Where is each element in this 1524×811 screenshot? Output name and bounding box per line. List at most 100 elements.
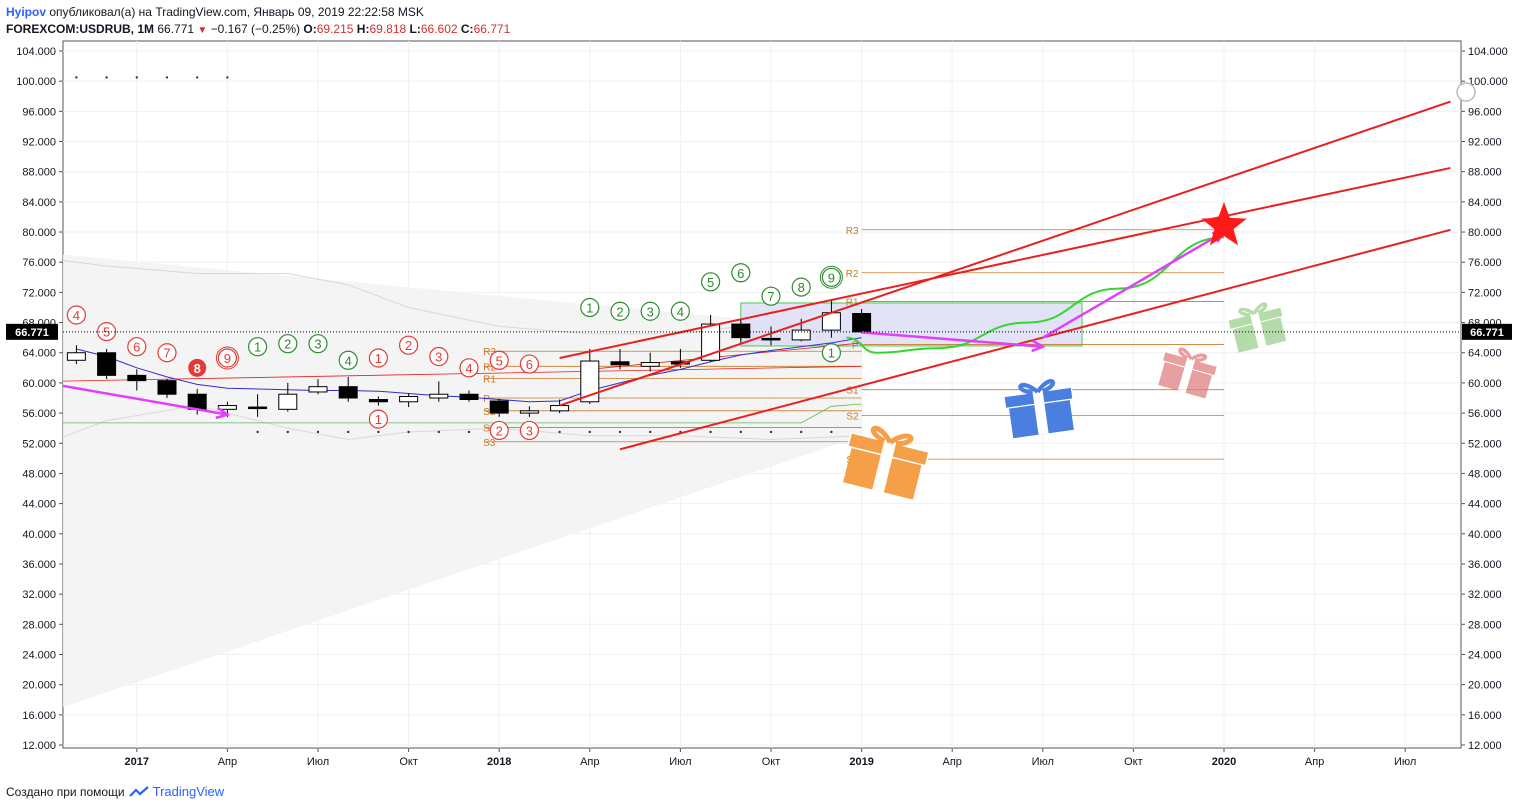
marker-dot [588,430,591,434]
td-count-number: 2 [405,338,412,353]
td-count-marker [731,263,751,283]
td-count-marker [640,301,660,321]
td-count-number: 2 [616,304,623,319]
pivot-label-2018: R1 [483,374,496,385]
td-count-marker [489,420,509,441]
td-count-number: 3 [526,423,533,438]
y-tick-label-right: 64.000 [1468,348,1502,360]
close-value: 66.771 [473,22,511,36]
marker-dot [407,430,410,434]
y-tick-label-left: 100.000 [16,76,56,88]
td-count-number: 3 [647,304,654,319]
red-channel-line [559,166,1451,359]
y-tick-label-left: 56.000 [22,408,56,420]
red-channel-line [619,228,1451,451]
y-tick-label-right: 44.000 [1468,499,1502,511]
publish-line: Hyipov опубликовал(а) на TradingView.com… [6,4,510,21]
y-tick-label-right: 48.000 [1468,468,1502,480]
td-count-number: 1 [375,412,382,427]
td-count-marker [278,334,298,354]
td-count-marker [217,348,237,368]
candle-bearish [731,323,751,339]
marker-dot [769,430,773,434]
y-tick-label-left: 48.000 [22,468,56,480]
pivot-label-2019: P [852,340,859,351]
regression-band [63,254,862,708]
y-tick-label-left: 60.000 [22,378,56,390]
y-tick-label-right: 24.000 [1468,649,1502,661]
x-tick-label: Июл [1394,756,1416,768]
marker-dot [316,430,320,434]
y-tick-label-left: 20.000 [22,680,56,692]
last-price-tag-right-text: 66.771 [1470,327,1504,339]
high-label: H: [356,22,370,36]
marker-dot [649,430,652,434]
x-tick-label: 2018 [487,756,511,768]
y-tick-label-right: 92.000 [1468,137,1502,149]
x-tick-label: Июл [669,756,691,768]
gift-bow [870,425,914,447]
td-count-marker [368,348,388,368]
candle-bullish [640,362,660,367]
td-count-marker [66,305,87,325]
author-link[interactable]: Hyipov [6,5,47,19]
y-tick-label-right: 36.000 [1468,559,1502,571]
td-count-marker [610,301,630,321]
marker-dot [105,76,108,79]
gift-green-icon [1227,302,1287,353]
chart-header: Hyipov опубликовал(а) на TradingView.com… [6,4,510,39]
marker-dot [196,76,199,79]
marker-dot [437,430,440,434]
td-count-marker [188,358,207,377]
magenta-arrow-head [1031,339,1046,353]
gift-bow [1238,302,1268,317]
td-count-marker [519,420,540,441]
gift-ribbon [872,440,896,493]
td-count-number: 5 [103,325,110,340]
scroll-handle-icon[interactable] [1456,82,1476,102]
x-tick-label: Окт [1124,756,1143,768]
pivot-label-2019: S2 [846,411,859,422]
plot-content: R3R2R1PS1S2S3R3R2R1PS1S2S334567891234123… [63,76,1451,708]
open-label: O: [303,22,317,36]
td-count-number: 7 [767,289,774,304]
x-tick-label: 2017 [125,756,149,768]
y-tick-label-right: 84.000 [1468,197,1502,209]
td-count-number: 8 [798,280,805,295]
open-value: 69.215 [316,22,354,36]
y-tick-label-left: 76.000 [22,257,56,269]
marker-dot [135,76,138,79]
td-count-number: 1 [254,340,261,355]
price-chart[interactable]: R3R2R1PS1S2S3R3R2R1PS1S2S334567891234123… [0,0,1524,781]
pivot-label-2019: S1 [846,386,859,397]
gift-ribbon [1032,391,1049,435]
magenta-arrow [1042,230,1225,339]
y-tick-label-left: 96.000 [22,106,56,118]
y-tick-label-right: 20.000 [1468,680,1502,692]
td-count-number: 9 [224,351,231,366]
td-count-marker [670,301,691,321]
y-tick-label-right: 52.000 [1468,438,1502,450]
y-tick-label-left: 16.000 [22,710,56,722]
price-change: −0.167 (−0.25%) [210,22,301,36]
down-arrow-icon: ▼ [197,25,208,36]
red-channel-line [559,100,1451,407]
td-count-marker [399,335,419,355]
td-count-number: 8 [194,361,201,376]
td-count-number: 1 [586,300,593,315]
y-tick-label-left: 40.000 [22,529,56,541]
gift-bow [1018,379,1056,395]
marker-dot [618,430,622,434]
y-tick-label-right: 60.000 [1468,378,1502,390]
candle-bearish [248,406,268,410]
td-count-ring [215,346,239,370]
td-count-marker [761,286,781,306]
td-count-ring [819,265,843,289]
pivot-label-2018: S3 [483,438,496,449]
tradingview-link[interactable]: TradingView [152,784,225,799]
y-tick-label-right: 76.000 [1468,257,1502,269]
candle-bearish [459,393,479,401]
x-tick-label: Апр [218,756,237,768]
marker-dot [739,430,742,434]
y-tick-label-right: 16.000 [1468,710,1502,722]
